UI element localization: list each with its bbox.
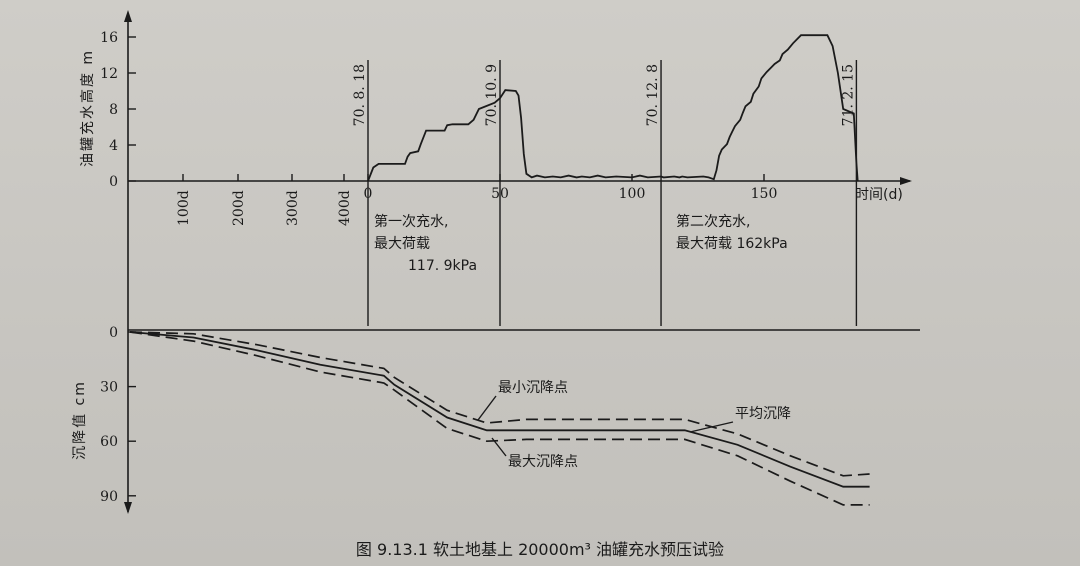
date-marker-label: 70. 10. 9 xyxy=(484,64,500,126)
min-settlement-line xyxy=(129,331,870,477)
pre-period-tick-label: 200d xyxy=(231,190,247,226)
day-tick-label: 150 xyxy=(751,186,778,202)
second-fill-note: 第二次充水, 最大荷载 162kPa xyxy=(676,213,788,252)
pre-period-tick-label: 300d xyxy=(285,190,301,226)
avg-settlement-leader xyxy=(689,421,734,433)
bottom-y-tick-label: 0 xyxy=(109,325,118,341)
avg-settlement-label: 平均沉降 xyxy=(735,406,791,422)
day-tick-label: 100 xyxy=(619,186,646,202)
second-fill-note-line1: 第二次充水, xyxy=(676,213,750,230)
top-y-label: 油罐充水高度 m xyxy=(79,49,96,167)
first-fill-note: 第一次充水, 最大荷载 117. 9kPa xyxy=(374,213,477,274)
bottom-y-tick-label: 30 xyxy=(100,380,118,396)
top-x-label: 时间(d) xyxy=(855,187,903,203)
top-y-arrow xyxy=(124,10,132,22)
top-ticks: 0481216100d200d300d400d050100150 xyxy=(100,30,777,226)
date-marker-label: 70. 8. 18 xyxy=(352,64,368,126)
top-y-tick-label: 0 xyxy=(109,174,118,190)
top-axes xyxy=(124,10,912,330)
first-fill-note-line3: 117. 9kPa xyxy=(408,258,477,274)
max-settlement-label: 最大沉降点 xyxy=(508,454,578,470)
top-y-tick-label: 4 xyxy=(109,138,118,154)
first-fill-note-line2: 最大荷载 xyxy=(374,236,430,252)
top-y-tick-label: 8 xyxy=(109,102,118,118)
water-height-line xyxy=(367,34,859,182)
date-marker-label: 70. 12. 8 xyxy=(645,64,661,126)
pre-period-tick-label: 100d xyxy=(176,190,192,226)
max-settlement-leader xyxy=(491,437,507,457)
top-y-tick-label: 12 xyxy=(100,66,118,82)
bottom-y-arrow xyxy=(124,502,132,514)
max-settlement-line xyxy=(129,331,870,506)
bottom-y-tick-label: 60 xyxy=(100,434,118,450)
date-marker-label: 71. 2. 15 xyxy=(840,64,856,126)
bottom-curves xyxy=(129,331,870,506)
top-x-arrow xyxy=(900,177,912,185)
min-settlement-label: 最小沉降点 xyxy=(498,380,568,396)
first-fill-note-line1: 第一次充水, xyxy=(374,213,448,230)
avg-settlement-line xyxy=(129,331,870,488)
bottom-ticks: 0 30 60 90 xyxy=(100,325,136,505)
date-markers: 70. 8. 18 70. 10. 9 70. 12. 8 71. 2. 15 xyxy=(352,60,858,326)
second-fill-note-line2: 最大荷载 162kPa xyxy=(676,236,788,252)
top-y-tick-label: 16 xyxy=(100,30,118,46)
pre-period-tick-label: 400d xyxy=(337,190,353,226)
figure-caption: 图 9.13.1 软土地基上 20000m³ 油罐充水预压试验 xyxy=(356,540,724,559)
bottom-axes xyxy=(124,329,920,514)
bottom-y-label: 沉降值 cm xyxy=(72,380,88,460)
top-curve-group xyxy=(367,34,859,182)
bottom-y-tick-label: 90 xyxy=(100,489,118,505)
min-settlement-leader xyxy=(477,395,497,421)
